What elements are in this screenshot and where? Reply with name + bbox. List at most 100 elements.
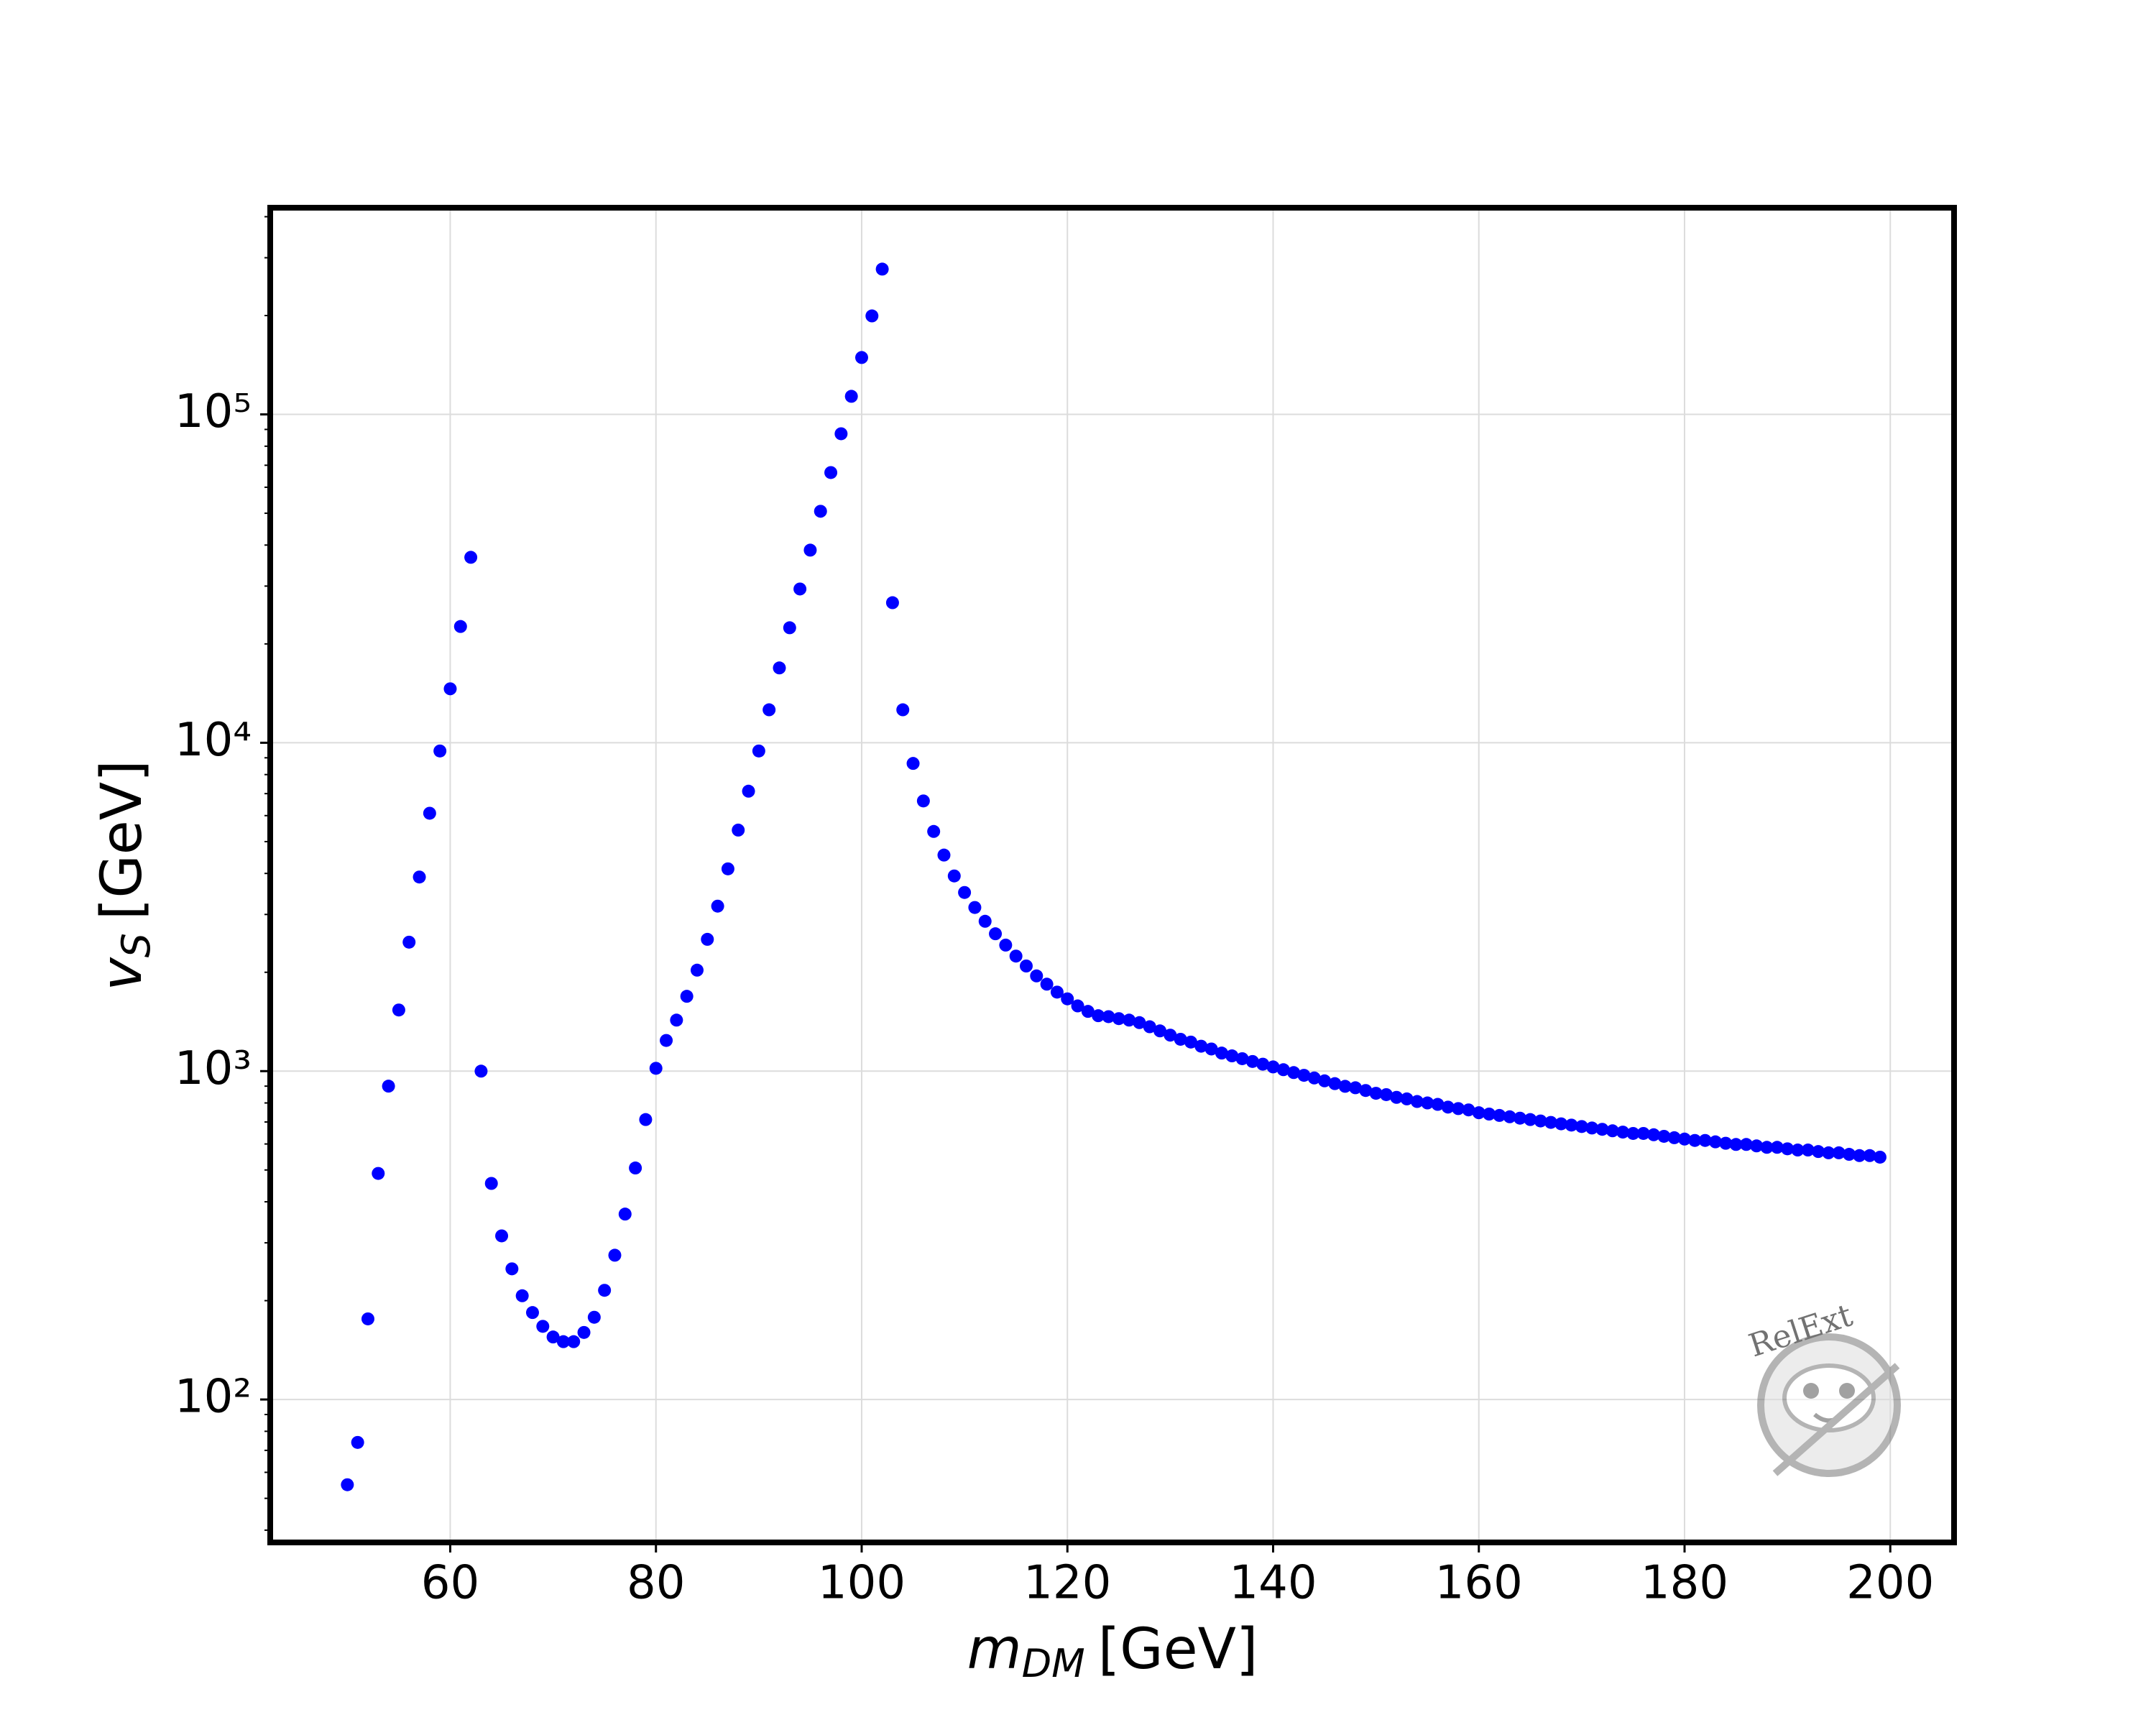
point [999, 938, 1013, 952]
x-label-unit: [GeV] [1098, 1617, 1258, 1682]
point [1338, 1080, 1352, 1093]
point [567, 1335, 581, 1348]
point [608, 1248, 622, 1262]
point [423, 806, 436, 820]
point [1585, 1121, 1599, 1135]
point [1760, 1141, 1774, 1154]
point [1863, 1149, 1876, 1162]
point [1174, 1032, 1187, 1046]
x-axis-label: mDM [GeV] [967, 1617, 1258, 1685]
point [978, 914, 992, 928]
point [587, 1310, 601, 1324]
point [690, 963, 704, 977]
point [844, 390, 858, 403]
point [1493, 1108, 1506, 1122]
point [361, 1312, 374, 1325]
point [763, 703, 776, 717]
point [577, 1325, 591, 1339]
point [433, 744, 447, 758]
point [1328, 1077, 1342, 1090]
point [1524, 1113, 1537, 1126]
point [803, 543, 817, 557]
x-label-subscript: DM [1022, 1641, 1085, 1686]
point [382, 1080, 395, 1093]
point [1369, 1087, 1383, 1100]
point [1153, 1024, 1167, 1038]
point [1318, 1074, 1332, 1087]
point [906, 757, 920, 770]
point [546, 1330, 560, 1344]
point [742, 784, 755, 798]
point [814, 505, 827, 518]
point [1235, 1052, 1249, 1065]
point [1379, 1087, 1393, 1101]
point [1616, 1126, 1630, 1139]
point [958, 886, 972, 899]
point [1452, 1102, 1465, 1116]
point [1266, 1060, 1280, 1074]
point [474, 1064, 488, 1078]
point [968, 901, 982, 914]
y-label-subscript: S [114, 933, 159, 957]
point [1843, 1148, 1856, 1162]
point [484, 1177, 498, 1190]
point [1472, 1106, 1485, 1120]
watermark-branch [1772, 1363, 1900, 1476]
x-tick-label: 200 [1846, 1557, 1934, 1610]
point [937, 848, 951, 862]
x-tick-label: 120 [1023, 1557, 1111, 1610]
point [649, 1062, 663, 1075]
point [1688, 1133, 1702, 1147]
point [1071, 999, 1084, 1013]
point [1667, 1131, 1681, 1144]
point [1544, 1116, 1557, 1129]
point [989, 927, 1003, 941]
y-tick-label: 10⁵ [175, 385, 252, 438]
point [1256, 1057, 1270, 1071]
point [1647, 1128, 1661, 1141]
point [1636, 1126, 1650, 1140]
point [1215, 1046, 1228, 1060]
point [773, 661, 786, 675]
point [947, 869, 961, 883]
point [1297, 1069, 1311, 1082]
point [1462, 1103, 1475, 1117]
point [1040, 978, 1054, 991]
point [1534, 1114, 1547, 1128]
point [1698, 1133, 1712, 1147]
x-tick-label: 160 [1435, 1557, 1523, 1610]
point [1441, 1100, 1455, 1114]
plot-frame [267, 205, 1957, 1545]
y-label-unit: [GeV] [90, 760, 155, 920]
point [732, 823, 745, 837]
point [1853, 1149, 1866, 1162]
point [525, 1306, 539, 1320]
point [701, 932, 714, 946]
y-label-symbol: v [90, 957, 155, 991]
point [598, 1284, 612, 1297]
point [629, 1162, 642, 1175]
point [1359, 1084, 1373, 1098]
point [1050, 985, 1064, 999]
point [556, 1335, 570, 1348]
x-tick-label: 80 [627, 1557, 685, 1610]
watermark-eye [1839, 1383, 1855, 1399]
point [372, 1167, 385, 1180]
point [1400, 1092, 1414, 1105]
point [1061, 992, 1074, 1006]
point [1102, 1010, 1115, 1024]
point [402, 935, 416, 949]
point [495, 1229, 509, 1243]
point [341, 1478, 354, 1491]
point [1019, 959, 1033, 972]
point [392, 1003, 405, 1017]
point [1832, 1146, 1846, 1159]
point [1729, 1138, 1743, 1151]
point [1781, 1142, 1795, 1156]
point [1606, 1124, 1619, 1138]
point [1307, 1071, 1321, 1085]
point [916, 794, 930, 808]
point [783, 621, 796, 635]
point [1575, 1120, 1588, 1133]
y-tick-label: 10⁴ [175, 714, 252, 767]
